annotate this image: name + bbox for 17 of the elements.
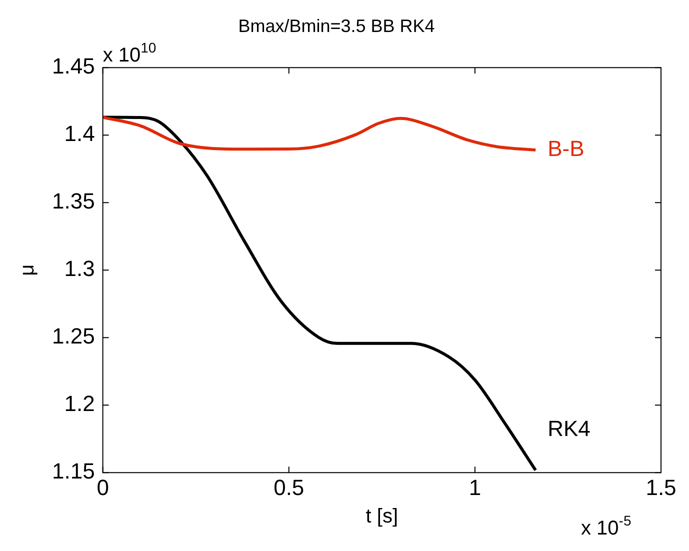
y-tick-label: 1.3 xyxy=(64,256,95,282)
series-label: B-B xyxy=(548,136,584,162)
y-axis-title: μ xyxy=(16,264,39,276)
line-series xyxy=(102,116,538,152)
chart-title: Bmax/Bmin=3.5 BB RK4 xyxy=(238,16,435,36)
y-tick-label: 1.35 xyxy=(52,188,95,214)
y-tick-label: 1.15 xyxy=(52,458,95,484)
x-tick-label: 0 xyxy=(96,474,109,500)
y-tick-label: 1.2 xyxy=(64,391,95,416)
y-tick-label: 1.4 xyxy=(64,121,95,146)
x-tick-label: 0.5 xyxy=(274,474,304,500)
x-tick-label: 1.5 xyxy=(646,474,676,500)
x-axis-title: t [s] xyxy=(366,506,398,528)
series-label: RK4 xyxy=(548,416,590,442)
y-tick-label: 1.45 xyxy=(52,54,95,79)
x-tick-label: 1 xyxy=(468,474,482,500)
y-tick-label: 1.25 xyxy=(52,324,95,349)
